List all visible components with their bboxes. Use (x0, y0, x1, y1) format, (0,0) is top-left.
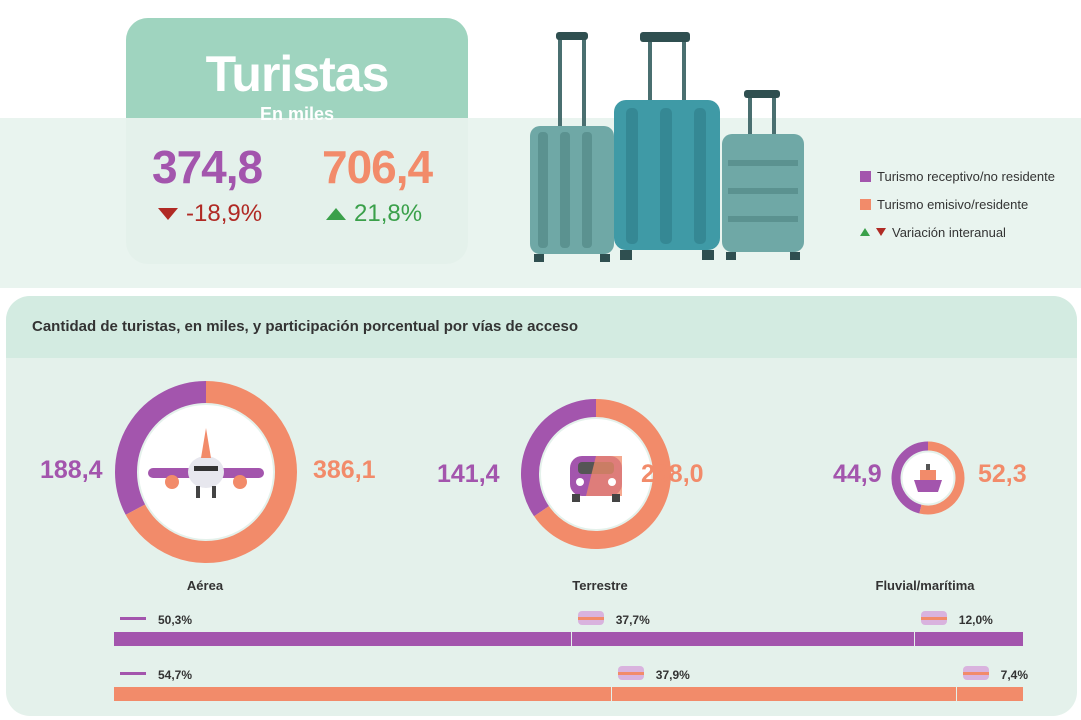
access-section-header (6, 296, 1077, 358)
category-fluvial: Fluvial/marítima (875, 578, 975, 593)
category-aerea: Aérea (186, 578, 224, 593)
receptivo-aerea-share-bar (114, 632, 571, 646)
aerea-receptivo-value: 188,4 (40, 456, 103, 484)
legend-swatch-emisivo (860, 198, 871, 210)
receptivo-aerea-share-label: 50,3% (158, 613, 193, 627)
page-title: Turistas (205, 46, 390, 102)
terrestre-emisivo-value: 268,0 (641, 460, 704, 488)
summary-card-header (126, 18, 468, 118)
fluvial-receptivo-value: 44,9 (833, 460, 882, 488)
legend-swatch-receptivo (860, 170, 871, 182)
aerea-receptivo-arc (115, 381, 207, 515)
down-arrow-icon (876, 228, 886, 236)
receptivo-fluvial-share-label: 12,0% (958, 613, 993, 627)
ship-icon (914, 464, 942, 492)
down-arrow-icon (158, 208, 178, 220)
legend-emisivo: Turismo emisivo/residente (860, 196, 1055, 212)
aerea-mini-icon (120, 666, 146, 680)
emisivo-variation: 21,8% (326, 200, 422, 228)
terrestre-mini-icon (617, 666, 644, 680)
receptivo-variation: -18,9% (158, 200, 262, 228)
receptivo-terrestre-share-bar (571, 632, 914, 646)
legend-receptivo: Turismo receptivo/no residente (860, 168, 1055, 184)
fluvial-mini-icon (962, 666, 989, 680)
fluvial-emisivo-arc (919, 441, 965, 515)
up-arrow-icon (326, 208, 346, 220)
category-terrestre: Terrestre (572, 578, 628, 593)
legend-variacion: Variación interanual (860, 224, 1055, 240)
emisivo-terrestre-share-label: 37,9% (655, 668, 690, 682)
airplane-icon (148, 428, 264, 498)
fluvial-emisivo-value: 52,3 (978, 460, 1027, 488)
receptivo-total: 374,8 (152, 141, 263, 193)
legend-variacion-label: Variación interanual (892, 224, 1006, 240)
emisivo-variation-value: 21,8% (354, 200, 423, 227)
car-icon (570, 456, 622, 502)
legend: Turismo receptivo/no residente Turismo e… (860, 168, 1055, 252)
receptivo-variation-value: -18,9% (186, 200, 263, 227)
receptivo-terrestre-share-label: 37,7% (615, 613, 650, 627)
terrestre-mini-icon (577, 611, 604, 625)
up-arrow-icon (860, 228, 870, 236)
summary-card: Turistas En miles 374,8 706,4 -18,9% 21,… (126, 18, 468, 264)
emisivo-fluvial-share-bar (956, 687, 1023, 701)
aerea-emisivo-value: 386,1 (313, 456, 376, 484)
receptivo-fluvial-share-bar (914, 632, 1023, 646)
emisivo-aerea-share-label: 54,7% (158, 668, 193, 682)
suitcase-icon (530, 32, 804, 262)
aerea-emisivo-arc (125, 381, 297, 563)
terrestre-emisivo-arc (534, 399, 671, 549)
page-subtitle: En miles (259, 104, 335, 124)
emisivo-aerea-share-bar (114, 687, 611, 701)
legend-emisivo-label: Turismo emisivo/residente (877, 196, 1029, 212)
section-title: Cantidad de turistas, en miles, y partic… (32, 318, 579, 335)
aerea-mini-icon (120, 611, 146, 625)
fluvial-mini-icon (920, 611, 947, 625)
emisivo-total: 706,4 (322, 141, 433, 193)
legend-receptivo-label: Turismo receptivo/no residente (877, 168, 1055, 184)
emisivo-fluvial-share-label: 7,4% (1000, 668, 1029, 682)
terrestre-receptivo-arc (521, 399, 597, 517)
emisivo-terrestre-share-bar (611, 687, 956, 701)
fluvial-receptivo-arc (891, 441, 929, 514)
terrestre-receptivo-value: 141,4 (437, 460, 500, 488)
